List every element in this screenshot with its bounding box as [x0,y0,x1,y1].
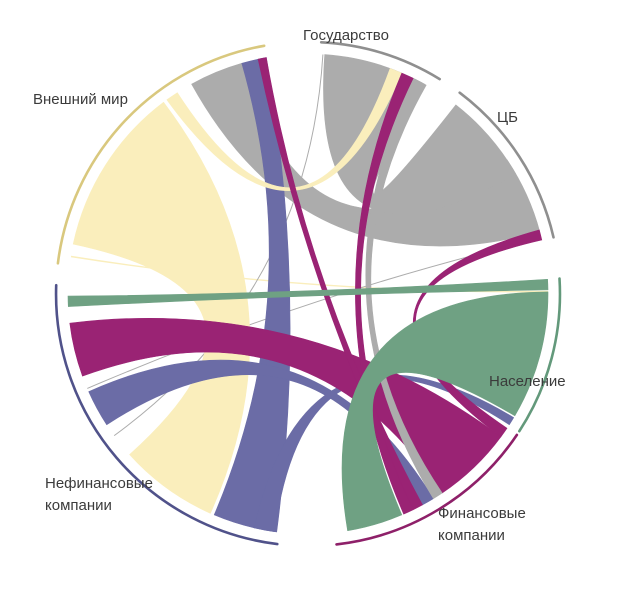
arc-nefinansovye [54,283,279,546]
label-naselenie: Население [489,373,566,390]
ribbon-gosudarstvo-nefin-hairline [113,54,324,437]
ribbon-gosudarstvo-vneshnij-yellow [166,68,403,191]
ribbon-vneshnij-naselenie-thin [70,255,549,293]
label-cb: ЦБ [497,109,518,126]
ribbon-vneshnij-nefinansovye-big [72,101,251,514]
ribbon-naselenie-finansovye-green [341,291,549,532]
label-nefinansovye: Нефинансовые компании [45,475,153,514]
label-vneshnij: Внешний мир [33,91,128,108]
ribbon-vneshnij-finansovye-magenta [257,57,423,511]
label-finansovye: Финансовые компании [438,505,526,544]
ribbon-naselenie-nefinansovye-green [67,278,549,307]
arc-cb [458,91,555,239]
arc-vneshnij [56,44,266,265]
arc-naselenie [518,277,562,433]
label-gosudarstvo: Государство [303,27,389,44]
arc-finansovye [335,433,519,546]
ribbon-cb-finansovye-magenta [412,229,543,438]
arc-gosudarstvo [319,41,441,81]
ribbon-gosudarstvo-finansovye-gray [365,78,443,500]
